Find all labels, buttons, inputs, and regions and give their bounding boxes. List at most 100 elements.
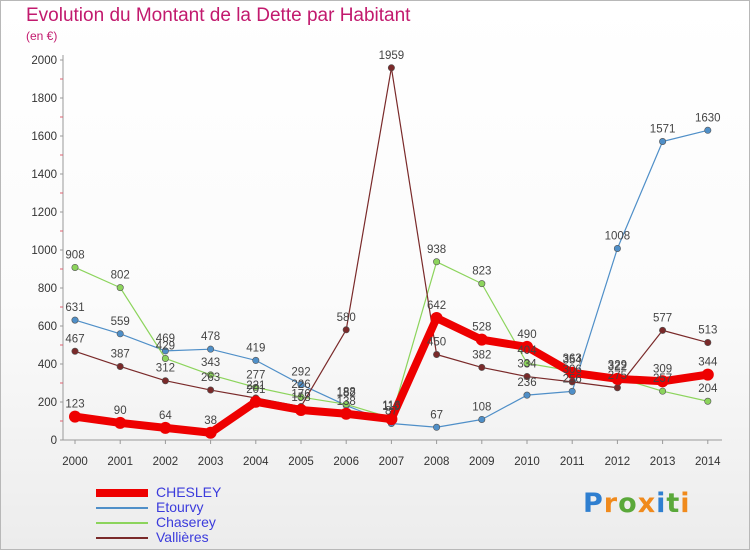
data-point bbox=[342, 326, 350, 334]
y-tick-label: 800 bbox=[38, 283, 57, 295]
data-label: 344 bbox=[698, 357, 718, 369]
data-label: 292 bbox=[291, 367, 310, 379]
data-label: 158 bbox=[291, 392, 310, 404]
data-point bbox=[116, 362, 124, 370]
data-point bbox=[342, 400, 350, 408]
logo-letter: t bbox=[666, 488, 681, 519]
data-point bbox=[295, 403, 307, 416]
y-tick-label: 600 bbox=[38, 321, 57, 333]
data-point bbox=[249, 395, 262, 408]
x-tick-label: 2009 bbox=[469, 456, 495, 468]
data-label: 312 bbox=[156, 363, 175, 375]
y-tick-label: 1400 bbox=[31, 169, 57, 181]
x-tick-label: 2014 bbox=[695, 456, 721, 468]
data-label: 322 bbox=[608, 361, 627, 373]
data-point bbox=[71, 263, 79, 271]
data-label: 490 bbox=[517, 329, 536, 341]
data-label: 226 bbox=[291, 379, 310, 391]
data-point bbox=[433, 350, 441, 358]
data-label: 387 bbox=[111, 348, 130, 360]
legend-label: Vallières bbox=[156, 529, 209, 545]
data-label: 329 bbox=[608, 359, 627, 371]
legend-swatch bbox=[96, 489, 148, 497]
legend-label: Etourvy bbox=[156, 499, 204, 515]
legend-swatch bbox=[96, 537, 148, 539]
data-point bbox=[523, 359, 531, 367]
data-point bbox=[478, 415, 486, 423]
data-label: 802 bbox=[111, 270, 130, 282]
data-label: 334 bbox=[517, 359, 537, 371]
x-tick-label: 2010 bbox=[514, 456, 540, 468]
data-label: 513 bbox=[698, 325, 717, 337]
x-tick-label: 2006 bbox=[333, 456, 359, 468]
data-point bbox=[252, 383, 260, 391]
data-label: 87 bbox=[385, 405, 398, 417]
data-label: 559 bbox=[111, 316, 130, 328]
y-tick-label: 400 bbox=[38, 359, 57, 371]
data-point bbox=[207, 345, 215, 353]
data-point bbox=[161, 377, 169, 385]
data-label: 204 bbox=[698, 383, 718, 395]
x-tick-label: 2004 bbox=[243, 456, 269, 468]
logo-letter: i bbox=[680, 488, 691, 519]
proxiti-logo: Proxiti bbox=[583, 488, 691, 519]
data-label: 429 bbox=[156, 340, 175, 352]
data-point bbox=[297, 393, 305, 401]
data-point bbox=[161, 347, 169, 355]
legend-swatch bbox=[96, 507, 148, 509]
data-point bbox=[297, 381, 305, 389]
x-tick-label: 2007 bbox=[379, 456, 405, 468]
data-point bbox=[340, 407, 353, 420]
data-point bbox=[566, 366, 579, 379]
data-label: 580 bbox=[337, 312, 356, 324]
y-tick-label: 1600 bbox=[31, 131, 57, 143]
data-point bbox=[521, 340, 533, 353]
data-point bbox=[656, 375, 669, 388]
data-label: 123 bbox=[65, 399, 84, 411]
data-label: 382 bbox=[472, 349, 491, 361]
x-tick-label: 2005 bbox=[288, 456, 314, 468]
data-label: 467 bbox=[65, 333, 84, 345]
data-label: 938 bbox=[427, 244, 446, 256]
data-point bbox=[523, 391, 531, 399]
data-point bbox=[478, 280, 486, 288]
x-tick-label: 2012 bbox=[605, 456, 631, 468]
data-label: 908 bbox=[65, 249, 84, 261]
data-label: 577 bbox=[653, 312, 672, 324]
data-point bbox=[71, 347, 79, 355]
data-label: 1571 bbox=[650, 124, 676, 136]
data-label: 275 bbox=[608, 370, 627, 382]
logo-letter: P bbox=[583, 488, 604, 519]
data-point bbox=[252, 356, 260, 364]
data-label: 404 bbox=[517, 345, 537, 357]
legend-swatch bbox=[96, 522, 148, 524]
data-label: 528 bbox=[472, 322, 491, 334]
chart-title: Evolution du Montant de la Dette par Hab… bbox=[26, 5, 411, 26]
data-point bbox=[611, 372, 624, 385]
logo-letter: r bbox=[603, 488, 619, 519]
data-label: 354 bbox=[563, 355, 583, 367]
x-tick-label: 2000 bbox=[62, 456, 88, 468]
data-label: 257 bbox=[653, 373, 672, 385]
y-tick-label: 2000 bbox=[31, 55, 57, 67]
data-point bbox=[659, 326, 667, 334]
data-label: 469 bbox=[156, 333, 175, 345]
data-label: 1630 bbox=[695, 112, 721, 124]
logo-letter: x bbox=[637, 488, 657, 519]
x-tick-label: 2002 bbox=[153, 456, 179, 468]
data-point bbox=[207, 386, 215, 394]
data-label: 306 bbox=[563, 364, 582, 376]
y-tick-label: 0 bbox=[51, 435, 57, 447]
legend-label: CHESLEY bbox=[156, 484, 222, 500]
data-point bbox=[161, 354, 169, 362]
data-label: 277 bbox=[246, 369, 265, 381]
data-point bbox=[523, 373, 531, 381]
data-label: 450 bbox=[427, 337, 446, 349]
legend-label: Chaserey bbox=[156, 514, 216, 530]
x-tick-label: 2013 bbox=[650, 456, 676, 468]
data-point bbox=[69, 410, 81, 423]
data-point bbox=[207, 371, 215, 379]
data-label: 221 bbox=[246, 380, 265, 392]
data-label: 90 bbox=[114, 405, 127, 417]
